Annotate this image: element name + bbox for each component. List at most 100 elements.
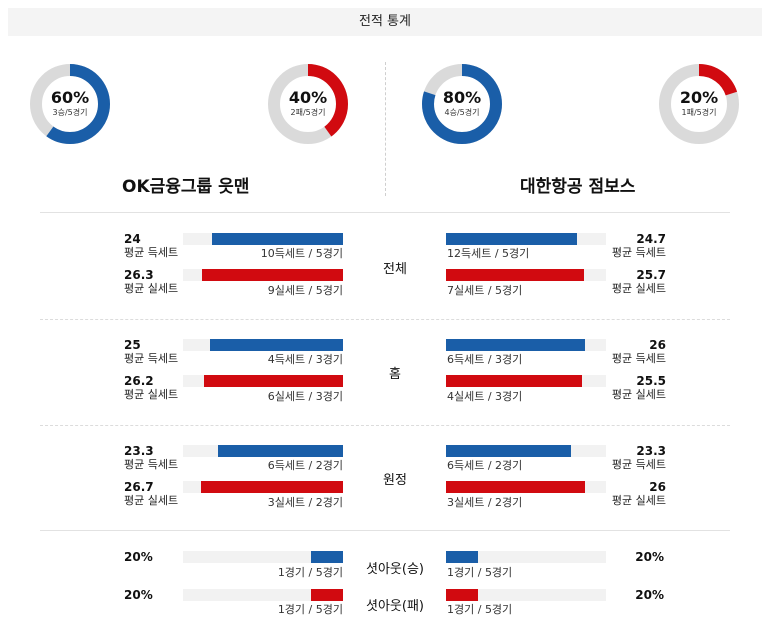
bar-fill (200, 481, 343, 493)
stat-left: 25 평균 득세트 (124, 338, 178, 366)
bar-fill (446, 339, 586, 351)
bar-fill (446, 233, 578, 245)
stat-label: 평균 실세트 (611, 494, 666, 507)
stat-value: 26.2 (124, 374, 154, 388)
bar-fill (446, 375, 582, 387)
stat-value: 24.7 (636, 232, 666, 246)
stat-value: 26 (649, 480, 666, 494)
bar-caption: 4득세트 / 3경기 (267, 353, 343, 366)
stat-left: 23.3 평균 득세트 (124, 444, 178, 472)
stat-right: 26 평균 득세트 (612, 338, 666, 366)
donut-arc (659, 64, 739, 144)
stat-right: 25.5 평균 실세트 (612, 374, 666, 402)
bar-caption: 3실세트 / 2경기 (267, 496, 343, 509)
stat-value: 23.3 (636, 444, 666, 458)
stat-value: 23.3 (124, 444, 154, 458)
bar-fill (446, 589, 478, 601)
bar-caption: 6득세트 / 3경기 (447, 353, 523, 366)
bar-track (183, 551, 343, 563)
bar-fill (203, 375, 343, 387)
stat-value: 26 (649, 338, 666, 352)
shutout-pct-left: 20% (124, 550, 153, 564)
stat-value: 26.3 (124, 268, 154, 282)
bar-track (446, 589, 606, 601)
bar-fill (218, 445, 343, 457)
category-label: 전체 (383, 262, 407, 277)
stats-title: 전적 통계 (8, 8, 762, 36)
donut-arc (422, 64, 502, 144)
category-label: 셧아웃(승) (366, 562, 424, 577)
stat-right: 23.3 평균 득세트 (612, 444, 666, 472)
stat-left: 26.7 평균 실세트 (124, 480, 178, 508)
bar-track (183, 589, 343, 601)
category-label: 홈 (389, 367, 401, 382)
bar-caption: 3실세트 / 2경기 (447, 496, 523, 509)
bar-caption: 1경기 / 5경기 (447, 566, 513, 579)
bar-track (183, 339, 343, 351)
shutout-pct-right: 20% (635, 588, 664, 602)
bar-fill (211, 233, 343, 245)
bar-fill (446, 481, 586, 493)
stat-value: 25.5 (636, 374, 666, 388)
shutout-pct-right: 20% (635, 550, 664, 564)
section-divider (40, 319, 730, 320)
stat-left: 26.3 평균 실세트 (124, 268, 178, 296)
donut-left-loss: 40% 2패/5경기 (266, 62, 350, 146)
donut-percent: 40% (288, 88, 328, 107)
stat-value: 26.7 (124, 480, 154, 494)
stat-label: 평균 득세트 (124, 458, 179, 471)
bar-caption: 9실세트 / 5경기 (267, 284, 343, 297)
section-divider (40, 530, 730, 531)
bar-track (446, 551, 606, 563)
bar-fill (210, 339, 343, 351)
stat-label: 평균 득세트 (611, 246, 666, 259)
stat-value: 24 (124, 232, 141, 246)
team-name-left: OK금융그룹 읏맨 (122, 177, 250, 197)
stat-right: 26 평균 실세트 (612, 480, 666, 508)
bar-track (446, 481, 606, 493)
stat-left: 24 평균 득세트 (124, 232, 178, 260)
bar-caption: 6실세트 / 3경기 (267, 390, 343, 403)
category-label: 셧아웃(패) (366, 599, 424, 614)
donut-right-win: 80% 4승/5경기 (420, 62, 504, 146)
stat-label: 평균 득세트 (611, 352, 666, 365)
donut-percent: 20% (679, 88, 719, 107)
center-divider (385, 62, 386, 196)
donut-arc (30, 64, 110, 144)
bar-fill (311, 589, 343, 601)
donut-arc (268, 64, 348, 144)
donut-right-loss: 20% 1패/5경기 (657, 62, 741, 146)
bar-fill (446, 269, 584, 281)
donut-percent: 60% (50, 88, 90, 107)
donut-record: 3승/5경기 (52, 108, 88, 117)
donut-record: 4승/5경기 (444, 108, 480, 117)
bar-caption: 6득세트 / 2경기 (447, 459, 523, 472)
stat-value: 25 (124, 338, 141, 352)
bar-caption: 4실세트 / 3경기 (447, 390, 523, 403)
stat-label: 평균 득세트 (124, 352, 179, 365)
bar-caption: 1경기 / 5경기 (447, 603, 513, 616)
bar-fill (446, 551, 478, 563)
stat-label: 평균 득세트 (611, 458, 666, 471)
stat-right: 25.7 평균 실세트 (612, 268, 666, 296)
stat-label: 평균 득세트 (124, 246, 179, 259)
bar-track (446, 375, 606, 387)
category-label: 원정 (383, 473, 407, 488)
bar-fill (446, 445, 571, 457)
shutout-pct-left: 20% (124, 588, 153, 602)
bar-caption: 10득세트 / 5경기 (260, 247, 343, 260)
section-divider (40, 212, 730, 213)
bar-track (446, 269, 606, 281)
bar-caption: 12득세트 / 5경기 (447, 247, 530, 260)
bar-track (183, 233, 343, 245)
stat-right: 24.7 평균 득세트 (612, 232, 666, 260)
bar-track (183, 269, 343, 281)
bar-track (183, 481, 343, 493)
bar-track (183, 445, 343, 457)
stat-label: 평균 실세트 (611, 282, 666, 295)
stat-label: 평균 실세트 (124, 282, 179, 295)
team-name-right: 대한항공 점보스 (520, 177, 636, 197)
bar-caption: 1경기 / 5경기 (277, 566, 343, 579)
bar-fill (202, 269, 343, 281)
bar-track (183, 375, 343, 387)
